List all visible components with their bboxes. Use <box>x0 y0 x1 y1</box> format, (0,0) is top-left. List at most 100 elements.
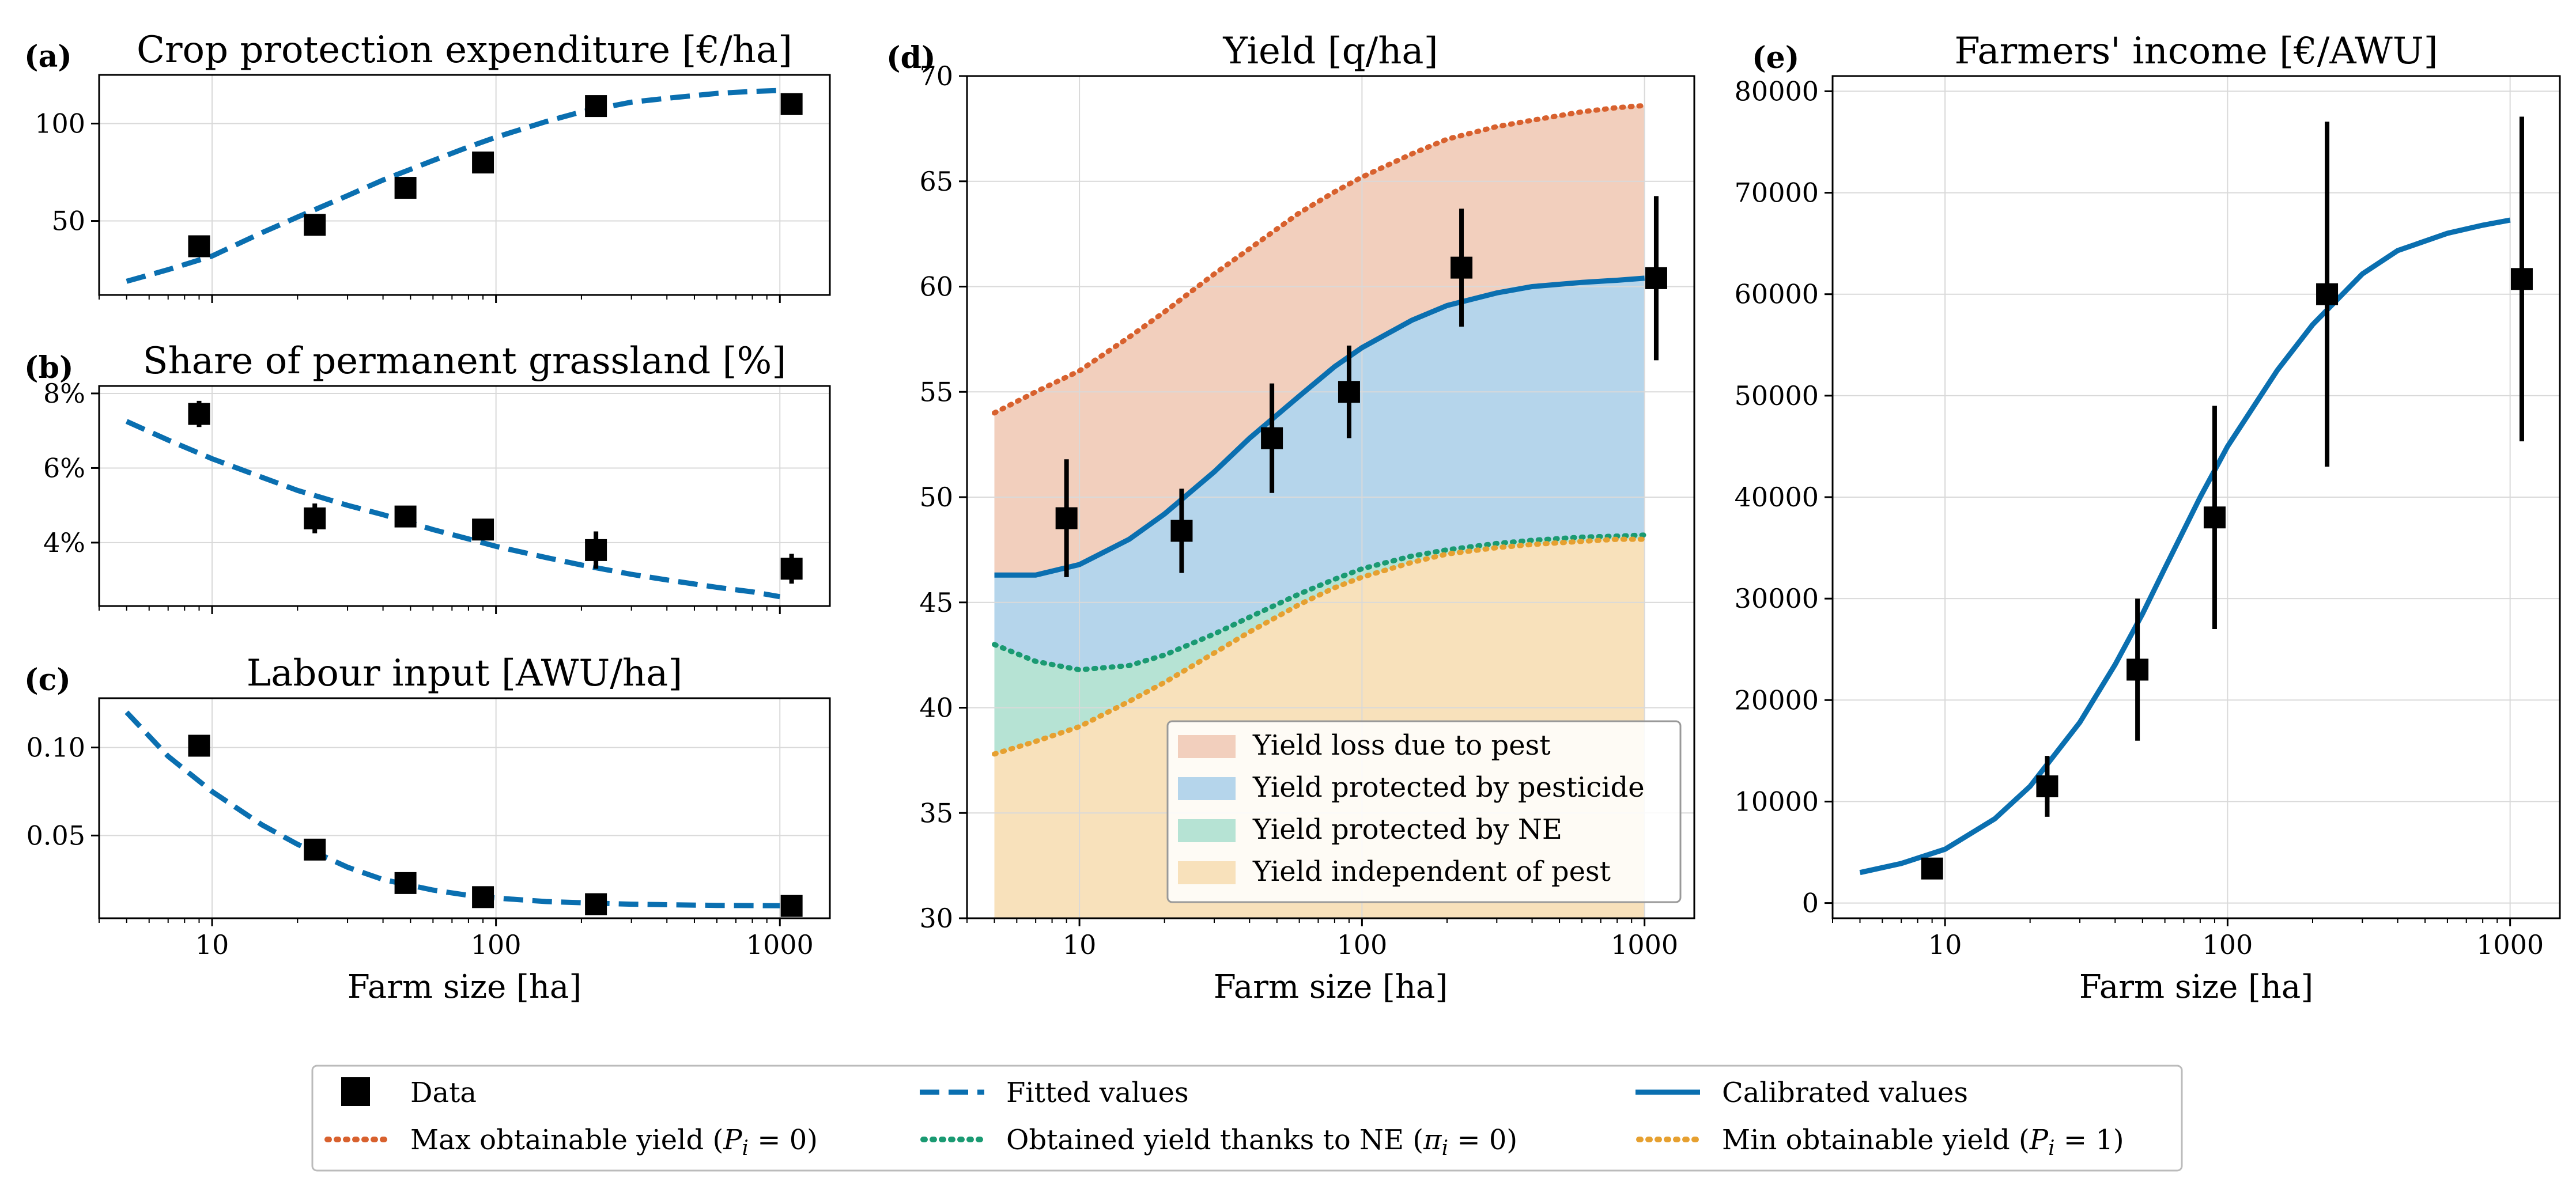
fitted-line <box>125 419 781 600</box>
y-tick-label: 100 <box>35 108 85 139</box>
legend-swatch <box>1178 735 1236 758</box>
y-tick-label: 50 <box>51 206 85 237</box>
legend-label: Max obtainable yield (Pi = 0) <box>410 1124 818 1160</box>
panel-title: Yield [q/ha] <box>1222 30 1438 73</box>
data-point <box>1921 857 1943 880</box>
data-point <box>472 886 494 908</box>
legend-math: π <box>1423 1124 1442 1156</box>
legend-label: Obtained yield thanks to NE (πi = 0) <box>1006 1124 1517 1160</box>
y-tick-label: 45 <box>919 587 953 618</box>
legend-math: P <box>2029 1124 2049 1156</box>
legend-label: Yield loss due to pest <box>1252 729 1551 762</box>
x-tick-label: 10 <box>1928 929 1962 960</box>
y-tick-label: 40 <box>919 692 953 724</box>
legend-swatch <box>1178 861 1236 884</box>
area-yield-pesticide <box>994 278 1645 670</box>
calibrated-line <box>1859 217 2511 876</box>
legend-label: Calibrated values <box>1722 1077 1968 1109</box>
y-tick-label: 70000 <box>1735 177 1819 209</box>
y-tick-label: 30 <box>919 903 953 934</box>
legend-label-text: Min obtainable yield ( <box>1722 1124 2030 1156</box>
data-point <box>2510 268 2533 290</box>
x-tick-label: 100 <box>1336 929 1387 960</box>
legend-math: P <box>723 1124 742 1156</box>
data-point <box>188 403 210 425</box>
legend-math-sub: i <box>742 1137 749 1160</box>
x-tick-label: 1000 <box>1611 929 1678 960</box>
legend-label: Yield protected by pesticide <box>1252 771 1645 804</box>
legend-box <box>311 1065 2183 1172</box>
data-point <box>2126 658 2149 681</box>
y-tick-label: 6% <box>43 452 85 483</box>
legend-label-text: Data <box>410 1077 477 1109</box>
x-axis-label: Farm size [ha] <box>348 968 581 1006</box>
data-point <box>2203 506 2226 529</box>
y-tick-label: 50 <box>919 482 953 513</box>
data-point <box>394 505 417 528</box>
legend-swatch <box>1178 777 1236 800</box>
data-point <box>585 95 607 118</box>
x-tick-label: 10 <box>195 929 229 960</box>
y-tick-label: 60 <box>919 271 953 302</box>
data-point <box>394 177 417 199</box>
y-tick-label: 0.05 <box>27 820 85 851</box>
y-tick-label: 4% <box>43 527 85 558</box>
legend-math-sub: i <box>1442 1137 1449 1160</box>
y-tick-label: 50000 <box>1735 380 1819 411</box>
legend-marker-data <box>341 1077 370 1106</box>
panel-letter: (e) <box>1752 40 1799 75</box>
data-point <box>1055 507 1078 529</box>
calibrated-line <box>994 275 1645 578</box>
legend-label-text: Max obtainable yield ( <box>410 1124 723 1156</box>
x-axis-label: Farm size [ha] <box>2079 968 2313 1006</box>
data-point <box>1338 381 1360 403</box>
legend-label-suffix: = 1) <box>2055 1124 2124 1156</box>
panel-c: 10 100 1000 0.05 0.10 Labour input [AWU/ha] (c… <box>24 652 831 1006</box>
panel-letter: (d) <box>886 40 936 75</box>
panel-e: 10 100 10000100002000030000400005000060000… <box>1735 30 2561 1006</box>
y-tick-label: 20000 <box>1735 684 1819 715</box>
area-yield-loss <box>994 105 1645 575</box>
data-point <box>1451 256 1473 279</box>
panel-letter: (a) <box>24 39 72 74</box>
legend-swatch <box>1178 819 1236 842</box>
legend-label: Yield protected by NE <box>1252 813 1562 846</box>
data-point <box>394 872 417 894</box>
x-tick-label: 100 <box>2202 929 2253 960</box>
data-point <box>472 518 494 541</box>
data-point <box>304 214 326 236</box>
axes-frame <box>98 697 831 919</box>
data-point <box>585 893 607 915</box>
legend-label-suffix: = 0) <box>1448 1124 1517 1156</box>
x-axis-label: Farm size [ha] <box>1214 968 1448 1006</box>
axes-frame <box>98 74 831 296</box>
panel-a: 50 100 Crop protection expenditure [€/ha] (… <box>24 29 831 303</box>
fitted-line <box>124 710 780 908</box>
legend-label-text: Obtained yield thanks to NE ( <box>1006 1124 1423 1156</box>
y-tick-label: 60000 <box>1735 279 1819 310</box>
panel-title: Farmers' income [€/AWU] <box>1954 30 2438 73</box>
data-point <box>188 235 210 258</box>
panel-letter: (b) <box>24 350 74 385</box>
data-point <box>1261 427 1283 449</box>
data-point <box>585 539 607 561</box>
panel-letter: (c) <box>24 662 71 698</box>
fitted-line <box>126 88 780 284</box>
x-tick-label: 10 <box>1063 929 1097 960</box>
data-point <box>1645 267 1667 289</box>
y-tick-label: 65 <box>919 166 953 197</box>
x-tick-label: 1000 <box>746 929 814 960</box>
data-point <box>780 93 803 115</box>
min-yield-line <box>992 536 1648 757</box>
data-point <box>780 895 803 917</box>
data-point <box>472 152 494 174</box>
legend-label: Data <box>410 1077 477 1109</box>
y-tick-label: 10000 <box>1735 786 1819 817</box>
ne-yield-line <box>992 532 1648 673</box>
legend-label: Yield independent of pest <box>1252 855 1611 888</box>
panel-b: 4% 6% 8% Share of permanent grassland [%] (b… <box>24 340 831 614</box>
legend-label-text: Calibrated values <box>1722 1077 1968 1109</box>
y-tick-label: 0 <box>1802 888 1819 919</box>
panel-title: Crop protection expenditure [€/ha] <box>137 29 792 71</box>
